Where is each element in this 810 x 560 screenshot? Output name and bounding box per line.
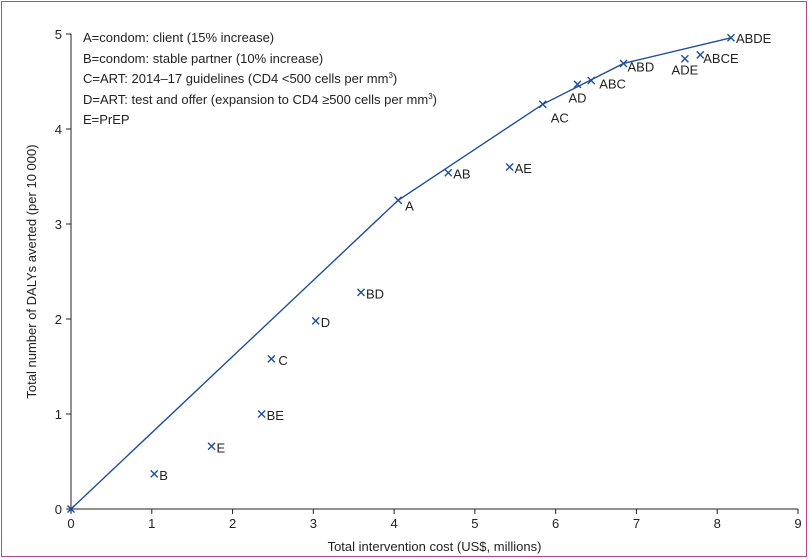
legend-item-text: A=condom: client (15% increase) xyxy=(83,30,275,45)
point-label-be: BE xyxy=(267,408,285,423)
x-tick-label: 9 xyxy=(794,516,801,531)
legend-item: B=condom: stable partner (10% increase) xyxy=(83,49,437,70)
legend-item-text: D=ART: test and offer (expansion to CD4 … xyxy=(83,91,429,107)
x-tick-label: 7 xyxy=(633,516,640,531)
point-marker-be xyxy=(257,410,266,418)
legend-item-superscript: 3 xyxy=(388,71,393,80)
point-marker-ac xyxy=(538,100,547,109)
axes: 0 1 2 3 4 5 6 7 8 9 0 1 2 3 4 5 xyxy=(55,27,802,531)
x-tick-label: 8 xyxy=(714,516,721,531)
point-marker-c xyxy=(267,354,276,363)
point-marker-b xyxy=(150,469,159,478)
legend-item-text: C=ART: 2014–17 guidelines (CD4 <500 cell… xyxy=(83,71,389,86)
point-marker-a xyxy=(394,196,403,205)
point-label-b: B xyxy=(159,468,168,483)
origin-marker xyxy=(67,505,75,513)
legend-item-text: E=PrEP xyxy=(83,112,130,127)
point-marker-ab xyxy=(444,168,453,177)
point-label-bd: BD xyxy=(366,286,384,301)
y-tick-label: 1 xyxy=(55,407,62,422)
point-marker-ad xyxy=(573,80,582,89)
x-axis-title: Total intervention cost (US$, millions) xyxy=(328,539,542,554)
point-label-abc: ABC xyxy=(599,77,626,92)
x-tick-label: 4 xyxy=(390,516,397,531)
legend-item-text: B=condom: stable partner (10% increase) xyxy=(83,50,324,66)
legend-item: C=ART: 2014–17 guidelines (CD4 <500 cell… xyxy=(83,69,437,90)
legend-item: D=ART: test and offer (expansion to CD4 … xyxy=(83,90,437,111)
x-tick-label: 3 xyxy=(310,516,317,531)
point-label-e: E xyxy=(217,440,226,455)
y-tick-label: 3 xyxy=(55,217,62,232)
y-tick-label: 2 xyxy=(55,312,62,327)
x-tick-label: 6 xyxy=(552,516,559,531)
point-label-d: D xyxy=(321,315,330,330)
point-label-ae: AE xyxy=(515,161,533,176)
point-marker-abc xyxy=(587,76,596,85)
point-label-abd: ABD xyxy=(628,59,655,74)
legend-item-tail: ) xyxy=(392,71,398,86)
point-label-ad: AD xyxy=(568,90,586,105)
point-marker-abd xyxy=(619,59,628,68)
point-label-c: C xyxy=(278,353,287,368)
x-tick-label: 5 xyxy=(471,516,478,531)
point-label-ade: ADE xyxy=(672,63,699,78)
x-tick-label: 0 xyxy=(67,516,74,531)
y-tick-label: 5 xyxy=(55,27,62,42)
x-tick-label: 2 xyxy=(229,516,236,531)
legend-item: A=condom: client (15% increase) xyxy=(83,28,437,49)
y-tick-label: 0 xyxy=(55,502,62,517)
legend: A=condom: client (15% increase) B=condom:… xyxy=(83,28,437,131)
point-marker-e xyxy=(207,442,216,451)
point-marker-d xyxy=(311,316,320,325)
point-label-abce: ABCE xyxy=(703,51,739,66)
point-marker-abce xyxy=(696,50,705,59)
y-axis-title: Total number of DALYs averted (per 10 00… xyxy=(24,144,39,398)
x-tick-label: 1 xyxy=(148,516,155,531)
point-label-ac: AC xyxy=(551,110,569,125)
point-label-ab: AB xyxy=(453,167,470,182)
point-marker-bd xyxy=(356,288,365,297)
point-label-a: A xyxy=(405,198,414,213)
point-marker-ae xyxy=(505,163,514,171)
point-marker-ade xyxy=(680,54,689,63)
legend-item-tail: ) xyxy=(432,91,437,107)
legend-item-superscript: 3 xyxy=(428,91,433,101)
y-tick-label: 4 xyxy=(55,122,62,137)
point-label-abde: ABDE xyxy=(736,31,772,46)
legend-item: E=PrEP xyxy=(83,110,437,131)
point-marker-abde xyxy=(726,33,735,42)
